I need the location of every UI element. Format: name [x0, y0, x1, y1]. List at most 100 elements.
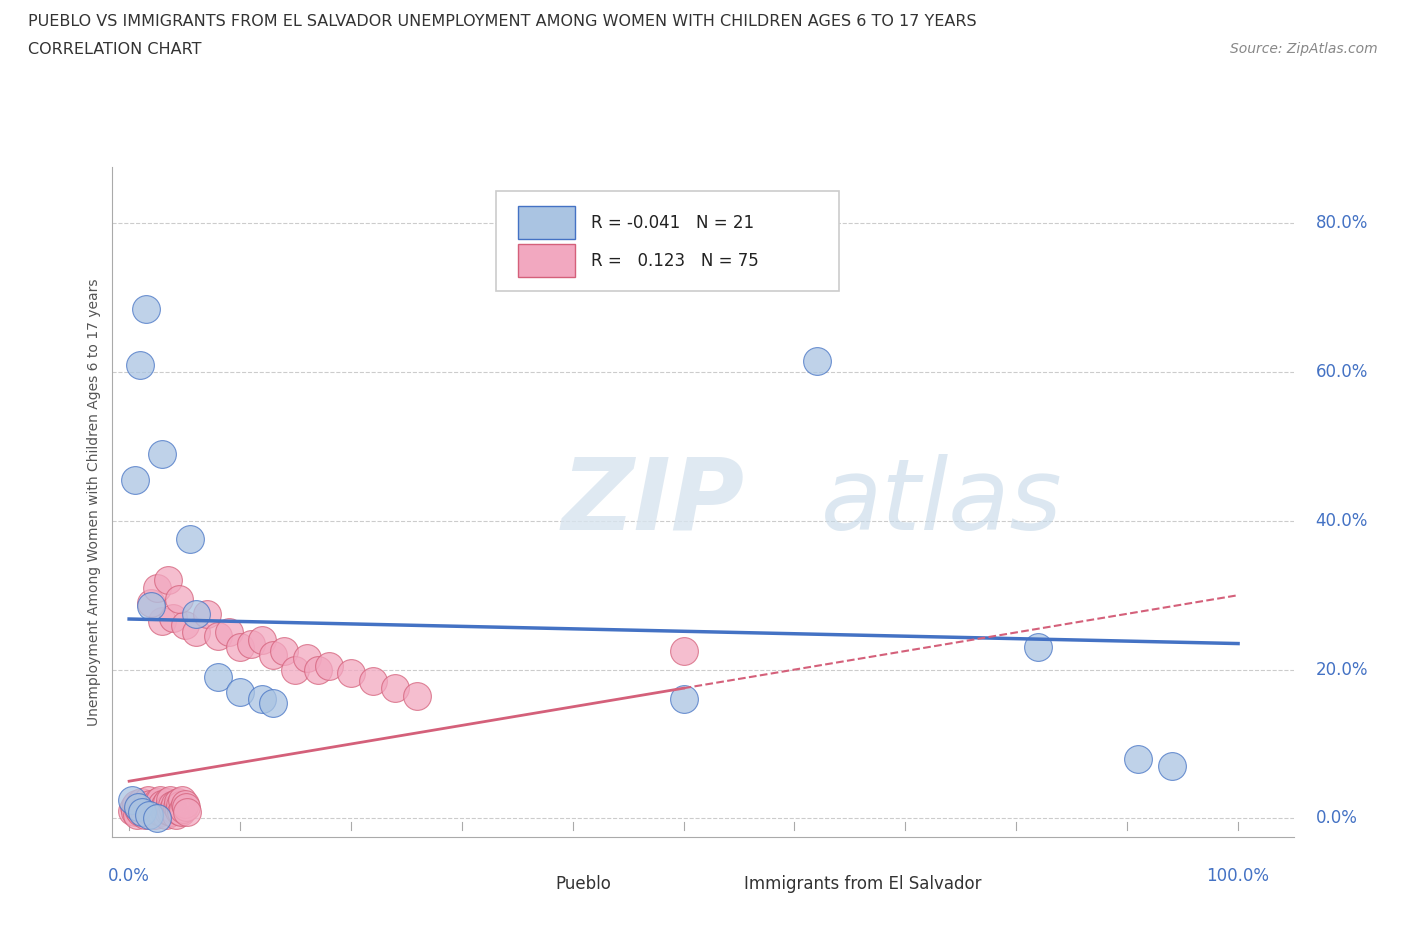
- Point: [229, 640, 252, 655]
- Text: CORRELATION CHART: CORRELATION CHART: [28, 42, 201, 57]
- Point: [150, 796, 173, 811]
- Point: [125, 796, 148, 811]
- Text: 40.0%: 40.0%: [1316, 512, 1368, 530]
- FancyBboxPatch shape: [517, 206, 575, 239]
- Point: [179, 532, 201, 547]
- Point: [141, 800, 163, 815]
- Point: [135, 301, 157, 316]
- Point: [173, 618, 195, 632]
- Point: [406, 688, 429, 703]
- Point: [361, 673, 384, 688]
- Text: Pueblo: Pueblo: [555, 875, 612, 893]
- Point: [174, 800, 197, 815]
- Point: [135, 798, 157, 813]
- Text: 60.0%: 60.0%: [1316, 363, 1368, 381]
- Point: [340, 666, 363, 681]
- Text: ZIP: ZIP: [561, 454, 744, 551]
- Point: [125, 807, 148, 822]
- Text: PUEBLO VS IMMIGRANTS FROM EL SALVADOR UNEMPLOYMENT AMONG WOMEN WITH CHILDREN AGE: PUEBLO VS IMMIGRANTS FROM EL SALVADOR UN…: [28, 14, 977, 29]
- Point: [167, 804, 190, 818]
- Point: [156, 573, 179, 588]
- Point: [195, 606, 218, 621]
- Point: [167, 794, 190, 809]
- Point: [1160, 759, 1182, 774]
- Point: [207, 670, 229, 684]
- Point: [157, 800, 180, 815]
- Point: [307, 662, 329, 677]
- Point: [146, 794, 169, 809]
- FancyBboxPatch shape: [678, 870, 735, 898]
- Point: [163, 796, 186, 811]
- Point: [141, 595, 163, 610]
- Point: [136, 792, 159, 807]
- Point: [170, 805, 193, 820]
- Point: [156, 804, 179, 818]
- Text: 0.0%: 0.0%: [108, 867, 150, 884]
- Point: [149, 792, 172, 807]
- Point: [143, 807, 166, 822]
- Text: 20.0%: 20.0%: [1316, 660, 1368, 679]
- Point: [384, 681, 406, 696]
- Point: [173, 796, 195, 811]
- Text: 80.0%: 80.0%: [1316, 214, 1368, 232]
- Point: [207, 629, 229, 644]
- Point: [148, 800, 170, 815]
- Text: 0.0%: 0.0%: [1316, 809, 1358, 828]
- Point: [318, 658, 340, 673]
- Point: [145, 798, 167, 813]
- Point: [250, 632, 273, 647]
- Point: [135, 802, 157, 817]
- Point: [672, 644, 695, 658]
- Point: [127, 800, 149, 815]
- Point: [127, 802, 149, 817]
- Point: [138, 807, 160, 822]
- Point: [134, 807, 156, 822]
- Point: [156, 794, 179, 809]
- Point: [284, 662, 307, 677]
- Point: [295, 651, 318, 666]
- Point: [162, 610, 184, 625]
- Point: [146, 580, 169, 595]
- Point: [155, 807, 177, 822]
- Point: [152, 802, 174, 817]
- Point: [167, 591, 190, 606]
- Point: [141, 805, 163, 820]
- Point: [160, 805, 183, 820]
- Point: [1128, 751, 1150, 766]
- Point: [218, 625, 240, 640]
- Point: [121, 804, 143, 818]
- Text: R = -0.041   N = 21: R = -0.041 N = 21: [591, 214, 754, 232]
- Point: [672, 692, 695, 707]
- Point: [124, 472, 146, 487]
- Point: [141, 599, 163, 614]
- Point: [131, 794, 153, 809]
- Point: [172, 792, 194, 807]
- Point: [262, 647, 284, 662]
- Point: [121, 792, 143, 807]
- FancyBboxPatch shape: [496, 191, 839, 291]
- Text: Source: ZipAtlas.com: Source: ZipAtlas.com: [1230, 42, 1378, 56]
- Text: R =   0.123   N = 75: R = 0.123 N = 75: [591, 252, 759, 270]
- Point: [165, 807, 187, 822]
- Point: [122, 800, 145, 815]
- Point: [166, 800, 188, 815]
- Point: [159, 792, 181, 807]
- Point: [131, 804, 153, 818]
- Point: [153, 798, 176, 813]
- Point: [138, 804, 160, 818]
- Point: [250, 692, 273, 707]
- Point: [150, 614, 173, 629]
- Point: [129, 357, 152, 372]
- Point: [184, 606, 207, 621]
- Text: Immigrants from El Salvador: Immigrants from El Salvador: [744, 875, 981, 893]
- Point: [240, 636, 263, 651]
- Point: [172, 802, 194, 817]
- Text: 100.0%: 100.0%: [1206, 867, 1270, 884]
- Text: atlas: atlas: [821, 454, 1063, 551]
- Point: [146, 811, 169, 826]
- Point: [131, 805, 153, 820]
- Point: [162, 798, 184, 813]
- Point: [150, 446, 173, 461]
- FancyBboxPatch shape: [517, 245, 575, 277]
- Point: [806, 353, 828, 368]
